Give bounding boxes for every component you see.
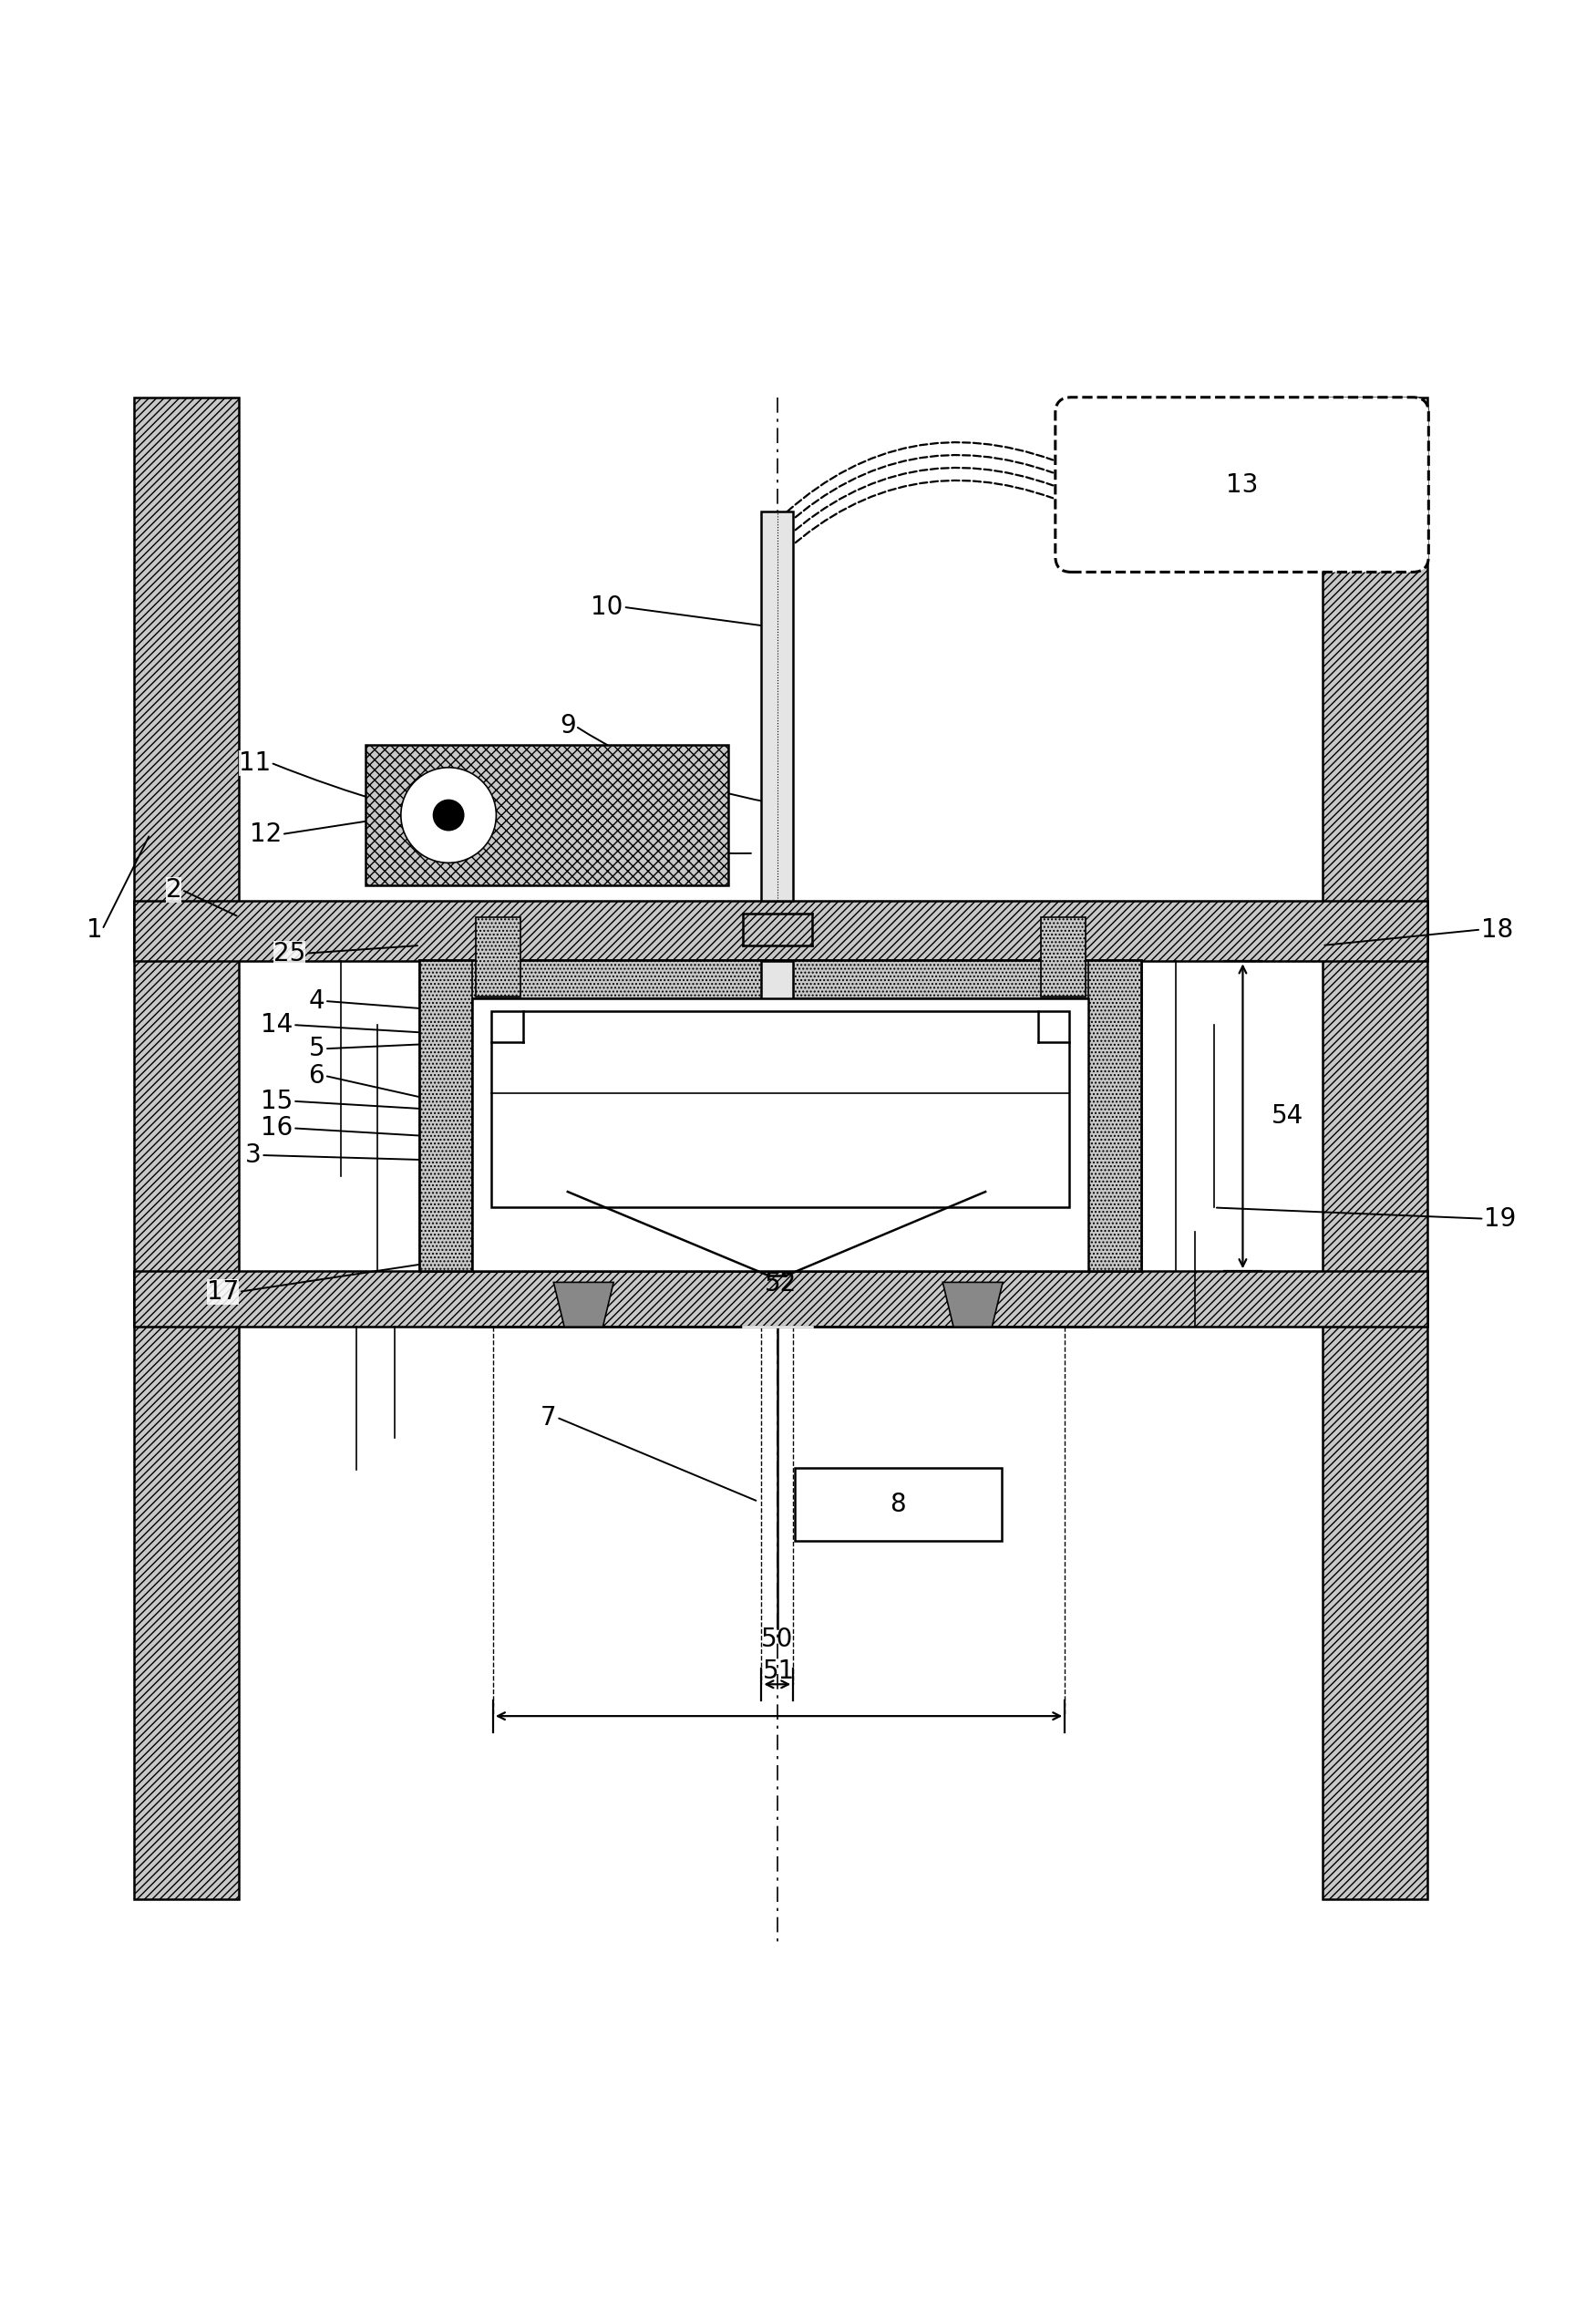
Text: 2: 2 (166, 878, 182, 903)
Text: 9: 9 (560, 714, 576, 740)
FancyArrowPatch shape (787, 442, 1053, 511)
Text: 51: 51 (763, 1659, 795, 1684)
Polygon shape (1321, 396, 1427, 1898)
Text: 25: 25 (273, 940, 305, 965)
Polygon shape (492, 1011, 1069, 1207)
Polygon shape (134, 396, 239, 1898)
Polygon shape (554, 1283, 613, 1327)
Text: 18: 18 (1481, 917, 1513, 942)
Text: 6: 6 (308, 1062, 324, 1087)
Text: 52: 52 (764, 1272, 796, 1297)
FancyArrowPatch shape (787, 468, 1053, 537)
Polygon shape (472, 998, 1088, 1272)
Polygon shape (795, 1468, 1001, 1541)
Text: 4: 4 (308, 988, 324, 1014)
Text: 54: 54 (1272, 1104, 1304, 1129)
Text: 50: 50 (761, 1627, 793, 1652)
Text: 10: 10 (591, 594, 624, 620)
Polygon shape (476, 917, 520, 995)
Text: 14: 14 (260, 1011, 294, 1037)
Circle shape (401, 767, 496, 862)
Text: 3: 3 (244, 1143, 262, 1168)
Text: 12: 12 (249, 823, 282, 848)
Polygon shape (943, 1283, 1002, 1327)
Text: 7: 7 (541, 1405, 557, 1431)
Polygon shape (365, 744, 728, 885)
Polygon shape (420, 961, 472, 1272)
FancyBboxPatch shape (1055, 396, 1428, 571)
Polygon shape (134, 901, 1427, 961)
Polygon shape (761, 511, 793, 901)
Polygon shape (134, 1272, 1427, 1327)
Text: 17: 17 (207, 1279, 239, 1304)
Text: 19: 19 (1484, 1205, 1516, 1233)
Polygon shape (420, 961, 1141, 998)
Polygon shape (761, 961, 793, 1272)
FancyArrowPatch shape (787, 482, 1053, 551)
Text: 8: 8 (891, 1493, 907, 1518)
FancyArrowPatch shape (787, 454, 1053, 525)
Text: 5: 5 (308, 1037, 324, 1062)
Polygon shape (1041, 917, 1085, 995)
Polygon shape (420, 961, 1141, 1272)
Text: 15: 15 (260, 1087, 294, 1113)
Polygon shape (1088, 961, 1141, 1272)
Text: 16: 16 (260, 1115, 294, 1140)
Circle shape (433, 799, 464, 832)
Text: 11: 11 (238, 751, 271, 776)
Text: 1: 1 (86, 917, 102, 942)
Text: 13: 13 (1226, 472, 1258, 498)
